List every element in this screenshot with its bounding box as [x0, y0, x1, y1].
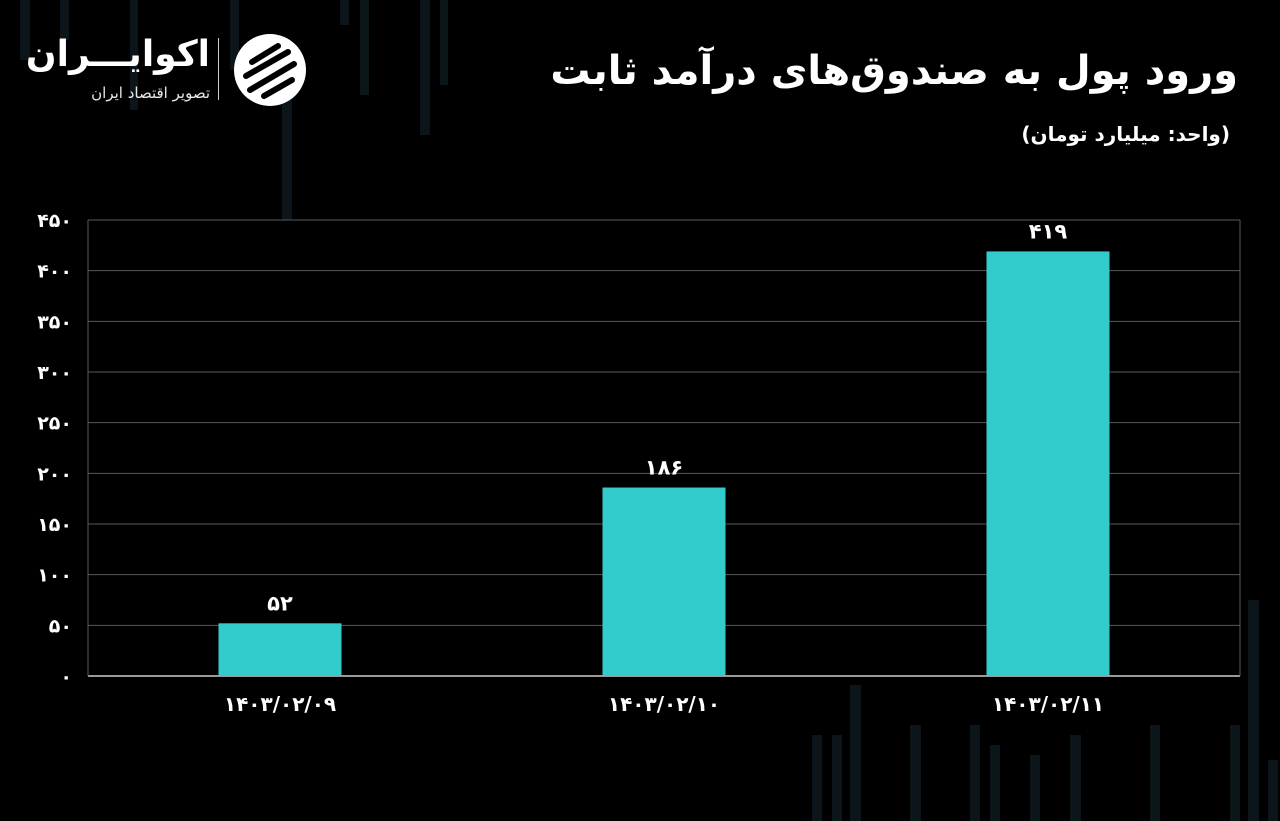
- y-tick-label: ۰: [60, 666, 72, 688]
- bar: [218, 623, 342, 676]
- brand-name: اکوایـــران: [25, 34, 210, 75]
- bar: [986, 251, 1110, 676]
- chart-subtitle: (واحد: میلیارد تومان): [1021, 122, 1230, 146]
- brand-tagline: تصویر اقتصاد ایران: [91, 84, 210, 102]
- data-label: ۵۲: [267, 591, 293, 615]
- y-tick-label: ۴۵۰: [37, 210, 72, 232]
- chart-title: ورود پول به صندوق‌های درآمد ثابت: [550, 48, 1238, 94]
- x-tick-label: ۱۴۰۳/۰۲/۰۹: [224, 692, 336, 716]
- y-tick-label: ۳۰۰: [37, 362, 72, 384]
- y-tick-label: ۱۵۰: [37, 514, 72, 536]
- brand-mark-icon: [234, 34, 306, 106]
- logo-divider: [218, 38, 219, 100]
- y-axis: ۰ ۵۰ ۱۰۰ ۱۵۰ ۲۰۰ ۲۵۰ ۳۰۰ ۳۵۰ ۴۰۰ ۴۵۰: [37, 210, 1241, 688]
- x-tick-label: ۱۴۰۳/۰۲/۱۱: [992, 692, 1104, 716]
- data-label: ۱۸۶: [645, 456, 683, 480]
- y-tick-label: ۲۰۰: [37, 463, 72, 485]
- y-tick-label: ۱۰۰: [37, 565, 72, 587]
- bars: [218, 251, 1110, 676]
- y-tick-label: ۵۰: [49, 615, 72, 637]
- brand-logo: اکوایـــران تصویر اقتصاد ایران: [25, 28, 320, 118]
- labels: ۵۲ ۱۴۰۳/۰۲/۰۹ ۱۸۶ ۱۴۰۳/۰۲/۱۰ ۴۱۹ ۱۴۰۳/۰۲/۱۱: [224, 219, 1104, 716]
- data-label: ۴۱۹: [1029, 219, 1068, 243]
- bar: [602, 487, 726, 676]
- y-tick-label: ۲۵۰: [37, 413, 72, 435]
- y-tick-label: ۴۰۰: [37, 261, 72, 283]
- y-tick-label: ۳۵۰: [37, 311, 72, 333]
- x-tick-label: ۱۴۰۳/۰۲/۱۰: [608, 692, 720, 716]
